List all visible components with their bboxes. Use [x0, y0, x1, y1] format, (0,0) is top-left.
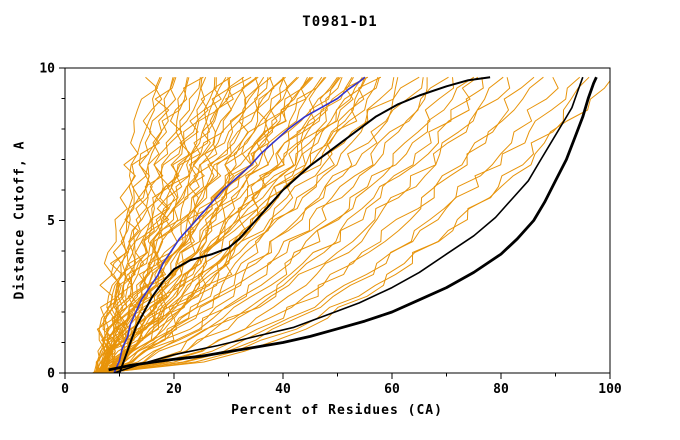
highlighted-model-black-mid [118, 76, 491, 373]
x-axis-label: Percent of Residues (CA) [231, 403, 443, 418]
model-curve [97, 77, 207, 373]
y-tick-label: 10 [39, 62, 55, 77]
model-curve [103, 76, 257, 373]
model-curve [97, 77, 201, 373]
model-curve [96, 76, 420, 373]
model-curve [106, 76, 544, 373]
model-curve [103, 76, 449, 373]
model-curve [106, 77, 285, 373]
model-curve [100, 76, 265, 373]
model-curve [97, 76, 363, 373]
model-curve [101, 76, 227, 373]
model-curve [101, 77, 511, 373]
axes [59, 67, 611, 379]
model-curve [101, 77, 428, 373]
model-curve [105, 77, 269, 373]
model-curve [106, 76, 581, 373]
model-curve [96, 76, 252, 373]
model-curve [98, 77, 366, 373]
highlighted-model-black-right [113, 76, 584, 373]
model-curve [93, 77, 454, 373]
y-tick-label: 5 [47, 214, 55, 229]
chart-title: T0981-D1 [302, 14, 378, 30]
highlighted-model-blue [113, 76, 366, 373]
model-curve [95, 76, 325, 373]
x-tick-label: 40 [275, 382, 291, 397]
highlighted-model-black-bold [108, 76, 598, 372]
model-curve [96, 76, 535, 373]
tick-labels: 0 20 40 60 80 100 0 5 10 [39, 62, 622, 398]
model-curve [97, 76, 323, 373]
model-curve [104, 79, 610, 373]
model-curve [99, 76, 504, 373]
y-tick-label: 0 [47, 367, 55, 382]
model-curve [103, 76, 475, 373]
model-curve [96, 77, 230, 373]
model-curve [94, 77, 260, 373]
x-tick-label: 80 [493, 382, 509, 397]
x-tick-label: 60 [384, 382, 400, 397]
model-curve [95, 76, 158, 373]
model-curve [106, 77, 424, 373]
model-curve [96, 77, 163, 373]
x-tick-label: 0 [61, 382, 69, 397]
x-tick-label: 20 [166, 382, 182, 397]
model-curve [104, 76, 327, 373]
model-curve [104, 76, 272, 373]
model-curve [107, 77, 343, 373]
model-curve [110, 76, 338, 373]
model-curve [93, 76, 204, 373]
model-curve [109, 77, 484, 373]
model-curve [96, 77, 175, 373]
model-curve [105, 77, 379, 373]
model-curve [97, 76, 559, 373]
x-tick-label: 100 [598, 382, 622, 397]
curves-layer [92, 76, 610, 373]
